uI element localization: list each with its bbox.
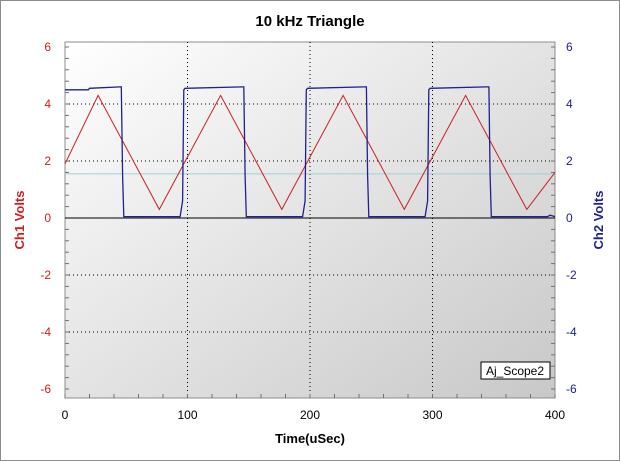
y-left-tick-label: -2	[40, 268, 51, 282]
x-tick-label: 200	[300, 408, 320, 422]
y-left-tick-label: -4	[40, 325, 51, 339]
legend: Aj_Scope2	[480, 361, 551, 380]
legend-box	[480, 361, 551, 380]
y-right-tick-label: 2	[566, 154, 573, 168]
y-right-tick-label: -4	[566, 325, 577, 339]
y-left-tick-label: 4	[44, 97, 51, 111]
y-right-tick-label: 4	[566, 97, 573, 111]
x-tick-labels: 0 100 200 300 400	[62, 408, 566, 422]
y-right-tick-label: -6	[566, 382, 577, 396]
y-left-tick-label: -6	[40, 382, 51, 396]
y-left-tick-labels: 6 4 2 0 -2 -4 -6	[40, 40, 51, 396]
chart-title: 10 kHz Triangle	[255, 13, 364, 30]
x-axis-label: Time(uSec)	[275, 431, 345, 446]
y-axis-label-left: Ch1 Volts	[12, 191, 27, 250]
grid	[65, 42, 555, 398]
series-line-ch2	[65, 86, 556, 218]
plot-area	[64, 41, 556, 399]
y-left-tick-label: 6	[44, 40, 51, 54]
y-right-tick-label: 6	[566, 40, 573, 54]
y-left-tick-label: 0	[44, 211, 51, 225]
x-tick-label: 400	[545, 408, 565, 422]
series-line-ch1	[64, 94, 556, 211]
y-right-tick-label: 0	[566, 211, 573, 225]
x-tick-label: 300	[422, 408, 442, 422]
legend-label: Aj_Scope2	[486, 364, 544, 378]
y-axis-label-right: Ch2 Volts	[591, 191, 606, 250]
x-tick-label: 100	[177, 408, 197, 422]
y-left-tick-label: 2	[44, 154, 51, 168]
x-tick-label: 0	[62, 408, 69, 422]
y-right-tick-labels: 6 4 2 0 -2 -4 -6	[566, 40, 577, 396]
y-right-tick-label: -2	[566, 268, 577, 282]
